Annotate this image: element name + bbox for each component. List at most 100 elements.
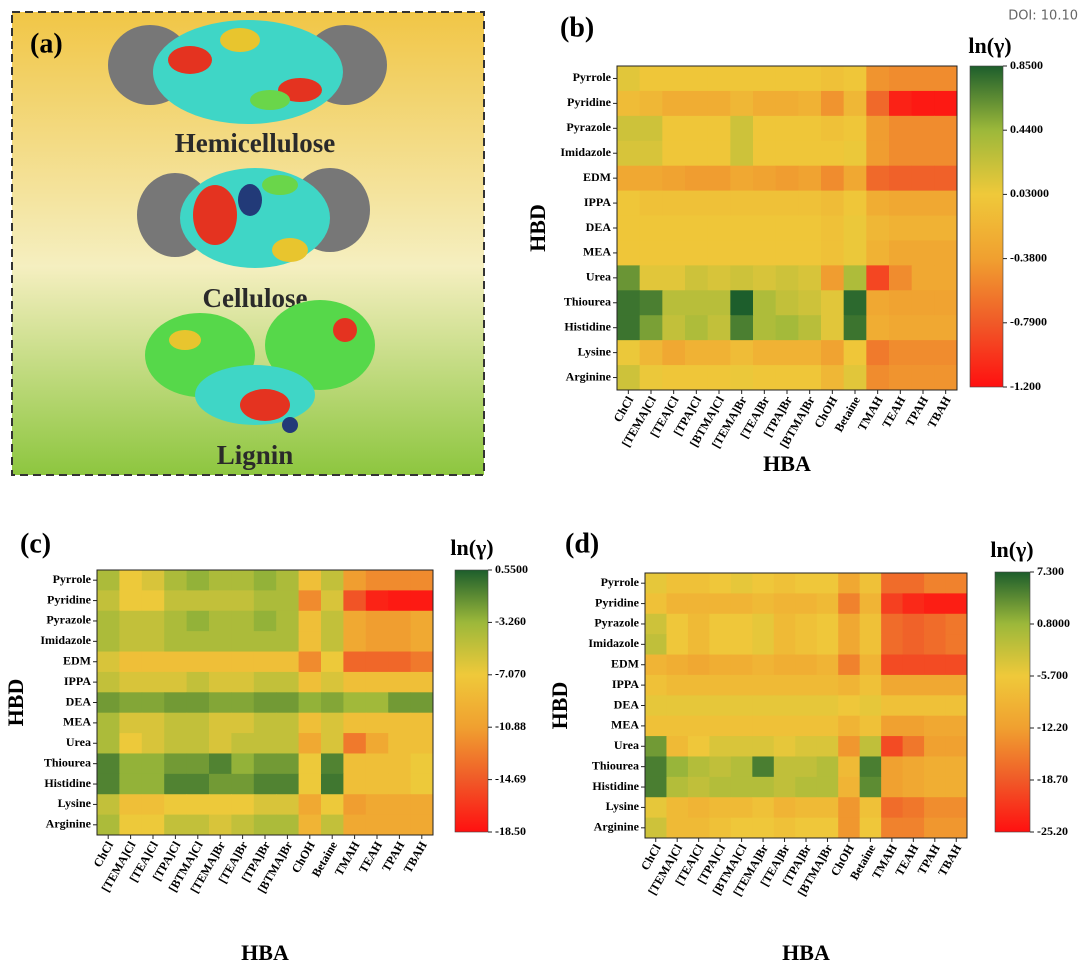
x-axis-label: HBA bbox=[241, 940, 289, 965]
heat-cell bbox=[709, 695, 731, 716]
heat-cell bbox=[774, 695, 796, 716]
heat-cell bbox=[731, 593, 753, 614]
panel-label: (a) bbox=[30, 28, 63, 59]
heat-cell bbox=[366, 753, 389, 774]
heat-cell bbox=[666, 818, 688, 839]
x-tick-label: TEAH bbox=[892, 841, 921, 878]
heat-cell bbox=[817, 797, 839, 818]
heat-cell bbox=[924, 675, 946, 696]
heat-cell bbox=[231, 753, 254, 774]
heatmap-panel: (b)PyrrolePyridinePyrazoleImidazoleEDMIP… bbox=[525, 12, 1049, 476]
colorbar-tick-label: 0.8000 bbox=[1037, 616, 1070, 630]
heat-cell bbox=[776, 240, 799, 265]
colorbar-tick-label: -18.50 bbox=[495, 824, 526, 838]
heat-cell bbox=[924, 797, 946, 818]
colorbar bbox=[455, 570, 488, 832]
heat-cell bbox=[934, 216, 957, 241]
heat-cell bbox=[276, 774, 299, 795]
heat-cell bbox=[617, 315, 640, 340]
heat-cell bbox=[709, 655, 731, 676]
heat-cell bbox=[662, 240, 685, 265]
heat-cell bbox=[688, 716, 710, 737]
heat-cell bbox=[730, 315, 753, 340]
heat-cell bbox=[946, 655, 968, 676]
heat-cell bbox=[97, 631, 120, 652]
colorbar-tick-label: -1.200 bbox=[1010, 379, 1041, 393]
heat-cell bbox=[366, 570, 389, 591]
heat-cell bbox=[662, 91, 685, 116]
heat-cell bbox=[752, 614, 774, 635]
heat-cell bbox=[709, 818, 731, 839]
colorbar bbox=[970, 66, 1003, 387]
heat-cell bbox=[388, 713, 411, 734]
heat-cell bbox=[688, 573, 710, 594]
heat-cell bbox=[388, 692, 411, 713]
heat-cell bbox=[924, 634, 946, 655]
heat-cell bbox=[685, 116, 708, 141]
heat-cell bbox=[97, 570, 120, 591]
heat-cell bbox=[685, 66, 708, 91]
heat-cell bbox=[946, 716, 968, 737]
heat-cell bbox=[97, 774, 120, 795]
heat-cell bbox=[685, 340, 708, 365]
colorbar-title: ln(γ) bbox=[990, 537, 1033, 562]
heat-cell bbox=[708, 365, 731, 390]
heat-cell bbox=[343, 753, 366, 774]
heat-cell bbox=[776, 315, 799, 340]
heat-cell bbox=[209, 570, 232, 591]
heat-cell bbox=[142, 794, 165, 815]
x-tick-label: TEAH bbox=[879, 393, 908, 430]
heat-cell bbox=[731, 655, 753, 676]
heat-cell bbox=[343, 713, 366, 734]
heat-cell bbox=[881, 655, 903, 676]
heat-cell bbox=[866, 66, 889, 91]
heat-cell bbox=[321, 753, 344, 774]
heat-cell bbox=[164, 652, 187, 673]
heat-cell bbox=[411, 713, 434, 734]
heat-cell bbox=[388, 753, 411, 774]
y-tick-label: IPPA bbox=[584, 195, 611, 209]
heat-cell bbox=[753, 166, 776, 191]
heat-cell bbox=[866, 290, 889, 315]
heat-cell bbox=[343, 570, 366, 591]
heat-cell bbox=[388, 815, 411, 836]
heat-cell bbox=[924, 716, 946, 737]
heat-cell bbox=[752, 573, 774, 594]
heat-cell bbox=[866, 116, 889, 141]
heat-cell bbox=[343, 652, 366, 673]
heat-cell bbox=[119, 611, 142, 632]
heat-cell bbox=[366, 672, 389, 693]
heat-cell bbox=[866, 191, 889, 216]
heat-cell bbox=[817, 634, 839, 655]
heat-cell bbox=[817, 736, 839, 757]
heat-cell bbox=[411, 815, 434, 836]
heat-cell bbox=[934, 66, 957, 91]
heat-cell bbox=[343, 733, 366, 754]
heat-cell bbox=[730, 141, 753, 166]
heat-cell bbox=[142, 753, 165, 774]
heat-cell bbox=[798, 340, 821, 365]
x-axis-label: HBA bbox=[763, 451, 811, 476]
heat-cell bbox=[142, 774, 165, 795]
heat-cell bbox=[209, 753, 232, 774]
y-tick-label: Urea bbox=[614, 738, 639, 752]
heat-cell bbox=[912, 216, 935, 241]
heat-cell bbox=[388, 733, 411, 754]
colorbar-tick-label: -5.700 bbox=[1037, 668, 1068, 682]
heat-cell bbox=[209, 733, 232, 754]
heat-cell bbox=[411, 590, 434, 611]
heat-cell bbox=[934, 290, 957, 315]
heat-cell bbox=[946, 614, 968, 635]
y-tick-label: Lysine bbox=[606, 799, 640, 813]
heat-cell bbox=[209, 794, 232, 815]
heat-cell bbox=[889, 240, 912, 265]
heat-cell bbox=[662, 365, 685, 390]
heat-cell bbox=[276, 753, 299, 774]
heat-cell bbox=[366, 713, 389, 734]
heat-cell bbox=[817, 675, 839, 696]
heat-cell bbox=[838, 756, 860, 777]
heat-cell bbox=[276, 733, 299, 754]
heat-cell bbox=[666, 634, 688, 655]
heat-cell bbox=[321, 590, 344, 611]
heat-cell bbox=[276, 672, 299, 693]
